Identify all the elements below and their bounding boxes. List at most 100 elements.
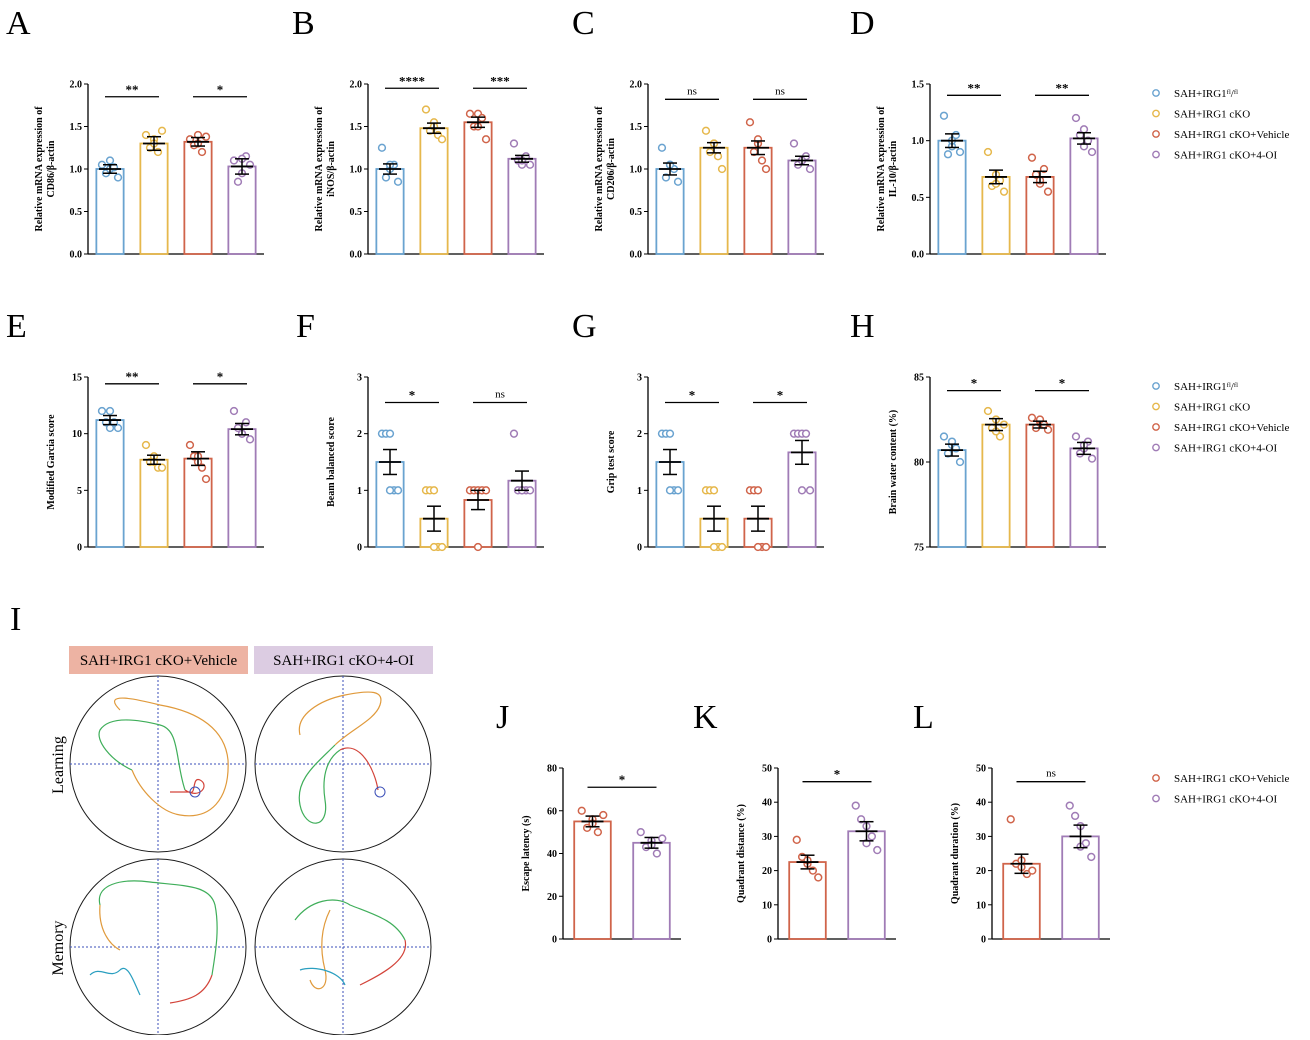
maze-oi-memory: [254, 858, 432, 1036]
y-tick-label: 2: [357, 429, 362, 440]
data-point: [661, 173, 671, 182]
data-point: [652, 849, 662, 858]
y-tick-label: 1.0: [912, 136, 925, 147]
y-tick-label: 80: [914, 458, 924, 469]
y-tick-label: 3: [357, 373, 362, 384]
data-point: [657, 143, 667, 152]
y-tick-label: 80: [547, 764, 557, 775]
bar: [95, 168, 125, 255]
significance-label: *: [834, 767, 841, 782]
swim-path: [359, 939, 407, 986]
data-point: [805, 164, 815, 174]
legend-marker: [1152, 89, 1160, 97]
legend-top: SAH+IRG1ᶠˡ/ᶠˡ SAH+IRG1 cKO SAH+IRG1 cKO+Ve…: [1152, 88, 1289, 162]
data-point: [141, 440, 151, 450]
significance-label: ***: [490, 73, 510, 88]
panel-letter-a: A: [6, 5, 31, 42]
legend-marker: [1152, 382, 1160, 390]
vehicle-header-label: SAH+IRG1 cKO+Vehicle: [80, 653, 238, 669]
y-axis-label: Relative mRNA expression ofIL-10/β-actin: [876, 106, 899, 232]
data-point: [753, 486, 763, 495]
bar: [139, 142, 169, 255]
y-tick-label: 50: [762, 764, 772, 775]
data-point: [1065, 801, 1074, 810]
significance-label: **: [1056, 80, 1069, 95]
data-point: [599, 810, 608, 820]
data-point: [421, 105, 431, 114]
data-point: [709, 486, 719, 495]
significance-label: ****: [399, 73, 425, 88]
bar: [787, 159, 817, 255]
significance-label: **: [968, 80, 981, 95]
y-tick-label: 30: [976, 832, 986, 843]
swim-path: [169, 974, 213, 1004]
data-point: [943, 150, 953, 159]
y-tick-label: 1.5: [70, 122, 83, 133]
data-point: [792, 835, 801, 844]
data-point: [636, 827, 645, 837]
chart-f: 0 1 2 3 Beam balanced score * ns: [326, 373, 544, 554]
significance-label: *: [217, 369, 224, 384]
y-tick-label: 40: [976, 798, 986, 809]
y-tick-label: 20: [547, 892, 557, 903]
data-point: [717, 164, 727, 174]
y-axis-label: Brain water content (%): [888, 410, 899, 515]
panel-letter-c: C: [572, 5, 595, 42]
significance-label: ns: [1046, 768, 1056, 780]
panel-letter-f: F: [296, 308, 315, 345]
data-point: [393, 486, 403, 495]
swim-path: [339, 747, 379, 791]
bar: [573, 820, 612, 940]
bar: [419, 127, 449, 255]
significance-label: ns: [495, 389, 505, 401]
legends: SAH+IRG1ᶠˡ/ᶠˡ SAH+IRG1 cKO SAH+IRG1 cKO+Ve…: [1152, 88, 1289, 806]
data-point: [437, 135, 447, 144]
data-point: [801, 429, 811, 438]
y-tick-label: 0.5: [630, 207, 643, 218]
legend-marker: [1152, 109, 1160, 118]
data-point: [999, 187, 1009, 196]
data-point: [1043, 187, 1053, 196]
y-tick-label: 10: [762, 900, 772, 911]
data-point: [805, 486, 815, 495]
swim-path: [113, 697, 229, 817]
significance-label: **: [126, 82, 139, 97]
data-point: [665, 429, 675, 438]
bar: [227, 165, 257, 255]
data-point: [665, 486, 675, 495]
y-tick-label: 0: [552, 935, 557, 946]
y-tick-label: 1: [357, 486, 362, 497]
data-point: [465, 109, 475, 118]
maze-oi-learning: [254, 675, 432, 853]
data-point: [1087, 852, 1096, 862]
data-point: [593, 827, 603, 837]
learning-row-label: Learning: [50, 736, 67, 794]
data-point: [673, 177, 683, 186]
y-tick-label: 2: [637, 429, 642, 440]
data-point: [1070, 811, 1080, 821]
data-point: [509, 139, 519, 148]
data-point: [1027, 153, 1037, 162]
panel-letter-j: J: [496, 699, 509, 736]
data-point: [525, 160, 535, 169]
bar: [183, 140, 213, 255]
y-tick-label: 0: [981, 935, 986, 946]
data-point: [1027, 413, 1037, 422]
y-axis-label: Quadrant distance (%): [736, 804, 747, 903]
y-tick-label: 85: [914, 373, 924, 384]
legend-marker: [1152, 402, 1160, 411]
y-tick-label: 0: [637, 543, 642, 554]
data-point: [201, 132, 211, 141]
swim-path: [294, 899, 406, 941]
significance-label: *: [619, 772, 626, 787]
y-tick-label: 30: [762, 832, 772, 843]
data-point: [113, 173, 123, 182]
data-point: [873, 845, 882, 855]
bar-charts: 0.0 0.5 1.0 1.5 2.0 Relative mRNA expression …: [34, 73, 1110, 946]
data-point: [1028, 866, 1037, 875]
oi-header-bg: [254, 646, 433, 674]
data-point: [939, 432, 949, 441]
data-point: [385, 429, 395, 438]
data-point: [955, 147, 965, 157]
